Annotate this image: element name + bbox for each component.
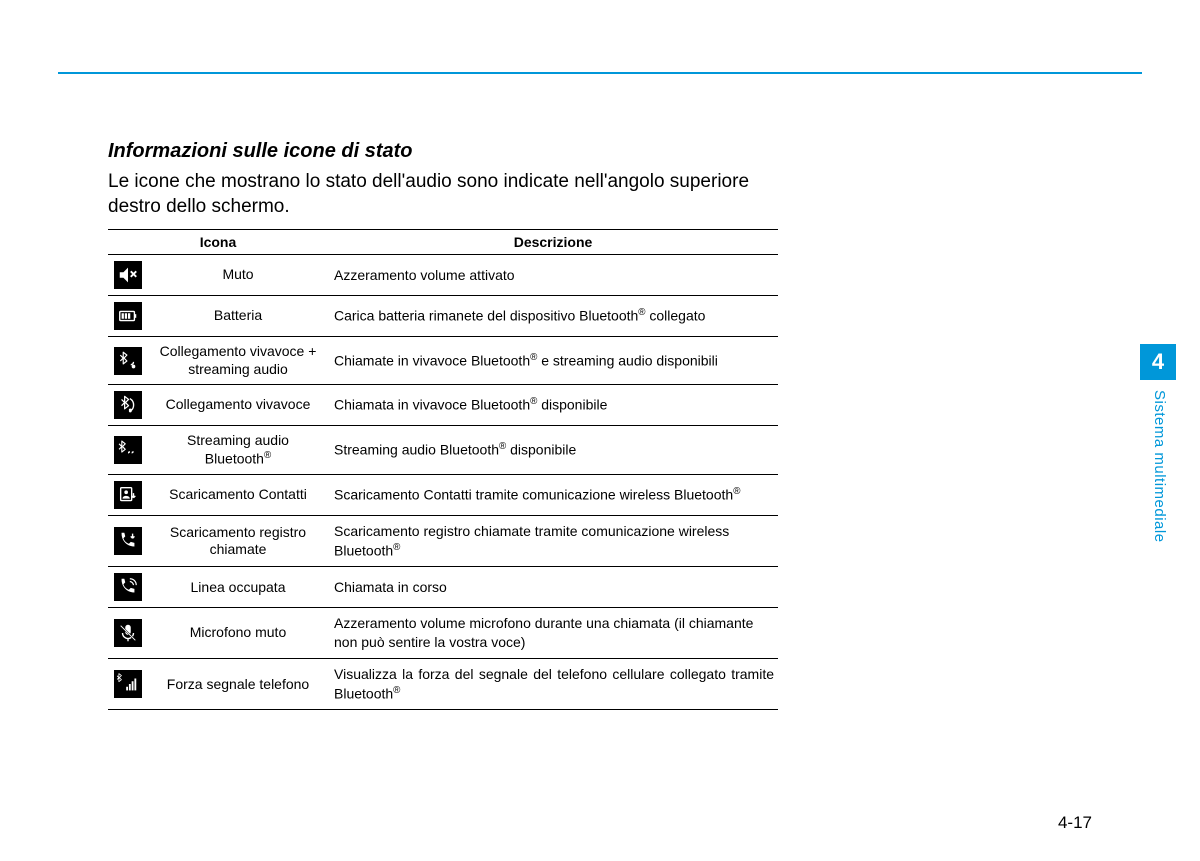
section-intro: Le icone che mostrano lo stato dell'audi… [108, 169, 778, 219]
bt-hf-icon [114, 391, 142, 419]
table-row: Scaricamento registro chiamateScaricamen… [108, 515, 778, 566]
icon-description: Azzeramento volume microfono durante una… [328, 608, 778, 659]
table-row: Collegamento vivavoce + streaming audioC… [108, 337, 778, 385]
icon-label: Streaming audio Bluetooth® [148, 426, 328, 475]
status-icons-table: Icona Descrizione MutoAzzeramento volume… [108, 229, 778, 710]
table-header-desc: Descrizione [328, 230, 778, 255]
icon-cell [108, 474, 148, 515]
table-row: Microfono mutoAzzeramento volume microfo… [108, 608, 778, 659]
icon-description: Chiamate in vivavoce Bluetooth® e stream… [328, 337, 778, 385]
calllog-dl-icon [114, 527, 142, 555]
table-row: BatteriaCarica batteria rimanete del dis… [108, 296, 778, 337]
signal-icon [114, 670, 142, 698]
table-row: Streaming audio Bluetooth®Streaming audi… [108, 426, 778, 475]
icon-cell [108, 608, 148, 659]
table-row: Forza segnale telefonoVisualizza la forz… [108, 659, 778, 710]
section-title: Informazioni sulle icone di stato [108, 140, 778, 163]
table-row: Linea occupataChiamata in corso [108, 567, 778, 608]
mic-mute-icon [114, 619, 142, 647]
icon-description: Scaricamento Contatti tramite comunicazi… [328, 474, 778, 515]
content-area: Informazioni sulle icone di stato Le ico… [108, 140, 778, 710]
icon-cell [108, 337, 148, 385]
table-row: MutoAzzeramento volume attivato [108, 255, 778, 296]
icon-label: Muto [148, 255, 328, 296]
icon-description: Carica batteria rimanete del dispositivo… [328, 296, 778, 337]
icon-label: Linea occupata [148, 567, 328, 608]
icon-label: Forza segnale telefono [148, 659, 328, 710]
chapter-tab: 4 [1140, 344, 1176, 380]
icon-description: Chiamata in vivavoce Bluetooth® disponib… [328, 385, 778, 426]
in-call-icon [114, 573, 142, 601]
mute-icon [114, 261, 142, 289]
icon-cell [108, 659, 148, 710]
icon-cell [108, 255, 148, 296]
icon-description: Chiamata in corso [328, 567, 778, 608]
table-header-icon: Icona [108, 230, 328, 255]
icon-description: Azzeramento volume attivato [328, 255, 778, 296]
bt-hf-audio-icon [114, 347, 142, 375]
icon-description: Scaricamento registro chiamate tramite c… [328, 515, 778, 566]
icon-label: Microfono muto [148, 608, 328, 659]
icon-description: Streaming audio Bluetooth® disponibile [328, 426, 778, 475]
page-number: 4-17 [1058, 813, 1092, 833]
icon-label: Scaricamento registro chiamate [148, 515, 328, 566]
icon-label: Collegamento vivavoce + streaming audio [148, 337, 328, 385]
icon-cell [108, 385, 148, 426]
table-row: Collegamento vivavoceChiamata in vivavoc… [108, 385, 778, 426]
bt-audio-icon [114, 436, 142, 464]
page-top-rule [58, 72, 1142, 74]
icon-label: Scaricamento Contatti [148, 474, 328, 515]
icon-cell [108, 567, 148, 608]
chapter-side-label: Sistema multimediale [1151, 390, 1168, 543]
icon-label: Batteria [148, 296, 328, 337]
icon-description: Visualizza la forza del segnale del tele… [328, 659, 778, 710]
icon-cell [108, 296, 148, 337]
battery-icon [114, 302, 142, 330]
icon-cell [108, 426, 148, 475]
icon-label: Collegamento vivavoce [148, 385, 328, 426]
contacts-dl-icon [114, 481, 142, 509]
icon-cell [108, 515, 148, 566]
table-row: Scaricamento ContattiScaricamento Contat… [108, 474, 778, 515]
